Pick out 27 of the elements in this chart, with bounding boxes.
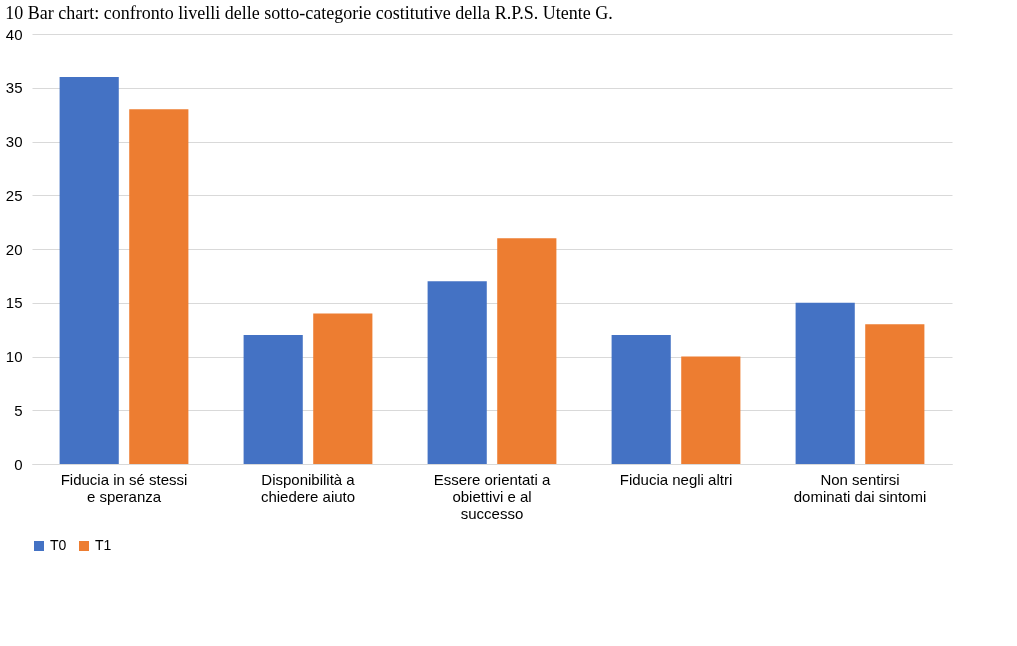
y-tick-label: 35 (5, 79, 23, 97)
y-tick-label: 25 (5, 186, 23, 204)
y-tick-label: 20 (5, 240, 23, 258)
bar (681, 356, 741, 464)
y-tick-label: 10 (5, 348, 23, 365)
y-tick-label: 30 (5, 133, 23, 150)
bar (427, 281, 487, 464)
bar (497, 238, 557, 464)
bar (129, 109, 189, 464)
bar (795, 302, 855, 464)
bar (865, 324, 925, 464)
bar (243, 335, 303, 464)
legend-label: T0 (50, 537, 67, 553)
legend-label: T1 (95, 537, 112, 553)
x-tick-label: Fiducia negli altri (619, 470, 733, 488)
y-tick-label: 40 (5, 25, 23, 43)
bar (59, 77, 119, 464)
y-tick-label: 5 (14, 401, 23, 419)
chart-title: 10 Bar chart: confronto livelli delle sotto-categorie costitutive della R.P.S. Utente G. (5, 3, 613, 23)
y-tick-label: 15 (5, 294, 23, 312)
x-tick-label: Disponibilità a chiedere aiuto (260, 470, 356, 505)
bar (611, 335, 671, 464)
x-tick-label: Essere orientati a obiettivi e al successo (433, 470, 552, 522)
y-tick-label: 0 (14, 455, 23, 473)
bar (313, 313, 373, 464)
x-tick-label: Non sentirsi dominati dai sintomi (793, 470, 927, 505)
x-tick-label: Fiducia in sé stessi e speranza (60, 470, 188, 505)
